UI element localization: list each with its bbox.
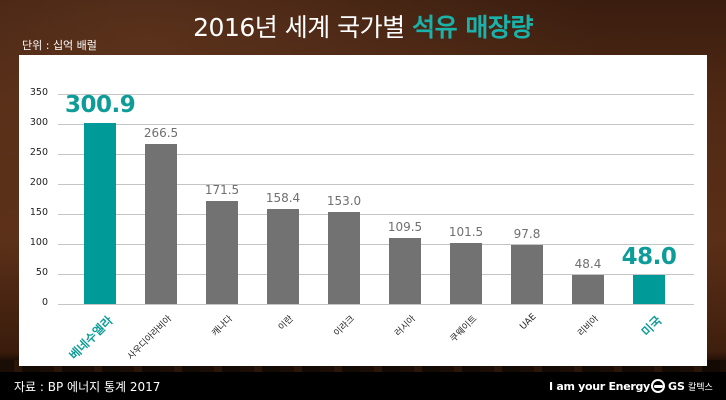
- value-label: 153.0: [326, 194, 362, 209]
- y-tick-label: 100: [29, 237, 48, 248]
- y-tick-label: 200: [29, 177, 48, 188]
- y-tick-label: 350: [29, 87, 48, 98]
- gs-caltex-logo: GS 칼텍스: [651, 378, 713, 394]
- value-label: 48.0: [621, 244, 677, 271]
- slogan: I am your Energy: [549, 380, 650, 393]
- bar-6: [450, 243, 482, 304]
- bar-1: [145, 144, 177, 304]
- value-label: 48.4: [574, 256, 602, 271]
- gridline: [58, 94, 694, 95]
- gridline: [58, 304, 694, 305]
- x-category-label: 사우디아라비아: [126, 314, 175, 363]
- y-tick-label: 150: [29, 207, 48, 218]
- bar-4: [328, 212, 360, 304]
- gridline: [58, 124, 694, 125]
- x-category-label: 리비아: [576, 314, 602, 339]
- gs-logo-icon: [651, 379, 665, 393]
- gridline: [58, 154, 694, 155]
- gridline: [58, 214, 694, 215]
- bar-3: [267, 208, 299, 304]
- y-tick-label: 50: [35, 267, 48, 278]
- chart-panel: 0 50 100 150 200 250 300 350 300.9 베네수엘라 266.5 사우디아…: [19, 55, 707, 366]
- x-category-label: 미국: [638, 313, 665, 339]
- x-category-label: 캐나다: [210, 314, 236, 339]
- y-tick-label: 300: [29, 117, 48, 128]
- value-label: 158.4: [265, 190, 301, 205]
- gridline: [58, 274, 694, 275]
- x-category-label: 쿠웨이트: [448, 314, 480, 345]
- gridline: [58, 244, 694, 245]
- title-prefix: 2016년 세계 국가별: [193, 13, 413, 42]
- bar-8: [572, 274, 604, 304]
- title-highlight: 석유 매장량: [412, 13, 533, 42]
- bar-2: [206, 201, 238, 304]
- value-label: 300.9: [65, 92, 136, 119]
- y-tick-label: 250: [29, 147, 48, 158]
- value-label: 171.5: [204, 183, 240, 198]
- footer-band: [0, 372, 726, 400]
- x-category-label: 러시아: [393, 314, 419, 339]
- y-tick-label: 0: [41, 297, 48, 308]
- gridline: [58, 184, 694, 185]
- x-category-label: 이라크: [332, 314, 358, 339]
- bar-5: [389, 238, 421, 304]
- logo-korean-text: 칼텍스: [687, 382, 713, 393]
- bar-7: [511, 245, 543, 304]
- x-category-label: 베네수엘라: [66, 313, 116, 363]
- bar-9: [633, 275, 665, 304]
- value-label: 266.5: [143, 126, 179, 141]
- value-label: 97.8: [513, 227, 541, 242]
- x-category-label: 이란: [276, 314, 296, 333]
- logo-gs-text: GS: [668, 379, 685, 393]
- value-label: 101.5: [448, 225, 484, 240]
- bar-0: [84, 123, 116, 304]
- source-label: 자료 : BP 에너지 통계 2017: [14, 380, 161, 394]
- value-label: 109.5: [387, 220, 423, 235]
- chart-title: 2016년 세계 국가별 석유 매장량: [0, 8, 726, 44]
- x-category-label: UAE: [518, 312, 539, 333]
- unit-label: 단위 : 십억 배럴: [22, 39, 97, 52]
